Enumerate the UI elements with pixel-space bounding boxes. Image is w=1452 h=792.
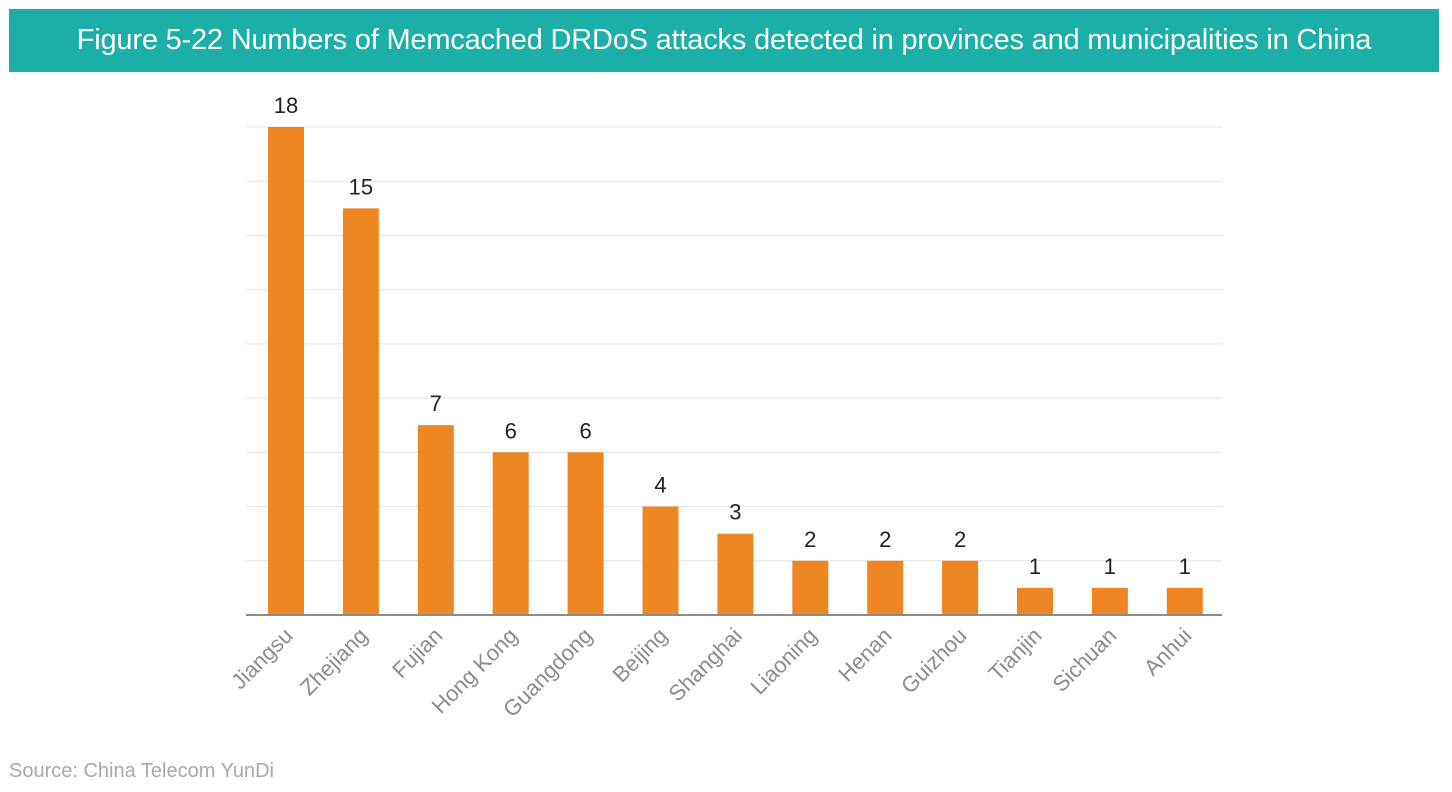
bar-hong-kong	[492, 452, 529, 615]
bar-anhui	[1166, 587, 1203, 615]
data-label: 1	[1179, 554, 1191, 579]
bar-henan	[867, 560, 904, 615]
data-label: 6	[579, 418, 591, 443]
data-label: 1	[1029, 554, 1041, 579]
data-label: 2	[804, 527, 816, 552]
title-banner: Figure 5-22 Numbers of Memcached DRDoS a…	[9, 9, 1439, 72]
data-label: 6	[505, 418, 517, 443]
bar-liaoning	[792, 560, 829, 615]
data-label: 15	[349, 174, 373, 199]
data-label: 7	[430, 391, 442, 416]
bars	[268, 127, 1203, 616]
source-note: Source: China Telecom YunDi	[9, 760, 274, 782]
bar-beijing	[642, 506, 679, 615]
x-tick-label: Guizhou	[896, 623, 972, 699]
data-labels: 18 15 7 6 6 4 3 2 2 2 1 1 1	[274, 93, 1191, 579]
data-label: 4	[654, 473, 666, 498]
x-tick-label: Anhui	[1139, 623, 1196, 680]
x-tick-label: Henan	[833, 623, 897, 687]
x-tick-label: Zhejiang	[295, 623, 372, 700]
x-tick-label: Sichuan	[1048, 623, 1122, 697]
bar-tianjin	[1017, 587, 1053, 615]
x-tick-label: Fujian	[387, 623, 447, 683]
x-tick-label: Jiangsu	[226, 623, 297, 694]
bar-shanghai	[717, 533, 754, 615]
x-tick-label: Beijing	[608, 623, 672, 687]
x-tick-label: Liaoning	[745, 623, 822, 700]
bar-guizhou	[942, 560, 979, 615]
bar-jiangsu	[268, 127, 304, 615]
bar-guangdong	[567, 452, 604, 615]
data-label: 2	[954, 527, 966, 552]
data-label: 18	[274, 93, 298, 118]
bar-sichuan	[1091, 587, 1128, 615]
x-tick-label: Shanghai	[664, 623, 747, 706]
gridlines	[246, 126, 1222, 562]
chart-title: Figure 5-22 Numbers of Memcached DRDoS a…	[76, 24, 1372, 56]
bar-fujian	[417, 425, 454, 615]
bar-zhejiang	[342, 208, 379, 616]
data-label: 2	[879, 527, 891, 552]
x-tick-label: Tianjin	[984, 623, 1047, 686]
data-label: 3	[729, 500, 741, 525]
data-label: 1	[1104, 554, 1116, 579]
